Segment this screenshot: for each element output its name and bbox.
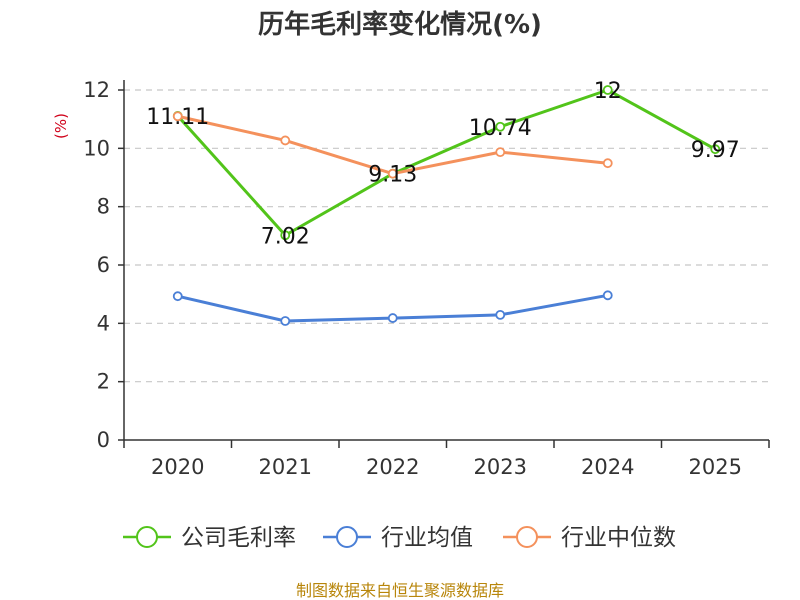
series-line-0 [176, 88, 716, 237]
series-1-point-2023[interactable] [495, 309, 506, 320]
legend-label-1: 行业均值 [381, 525, 473, 551]
data-label-2021: 7.02 [261, 224, 310, 249]
y-axis-ticks: 0 2 4 6 8 10 12 [83, 78, 110, 452]
axes [118, 80, 770, 448]
series-1-point-2022[interactable] [387, 313, 398, 323]
legend-label-0: 公司毛利率 [181, 525, 296, 551]
x-tick-label-2020: 2020 [151, 455, 204, 479]
series-2-point-2023[interactable] [495, 147, 506, 158]
series-0-point-2023[interactable] [495, 121, 506, 132]
legend-item-1[interactable]: 行业均值 [323, 525, 473, 551]
chart-title: 历年毛利率变化情况(%) [258, 9, 542, 40]
series-0-point-2025[interactable] [710, 144, 721, 155]
series-group [172, 85, 721, 326]
legend-item-2[interactable]: 行业中位数 [503, 525, 676, 551]
y-tick-label-4: 4 [97, 311, 110, 335]
series-0-point-2021[interactable] [280, 230, 291, 241]
series-0-point-2024[interactable] [602, 85, 613, 95]
x-tick-label-2022: 2022 [366, 455, 419, 479]
series-2-point-2020[interactable] [172, 111, 183, 122]
legend[interactable]: 公司毛利率 行业均值 行业中位数 [123, 525, 676, 551]
gridlines [124, 89, 769, 383]
y-tick-label-6: 6 [97, 253, 110, 277]
x-tick-label-2021: 2021 [259, 455, 312, 479]
legend-label-2: 行业中位数 [561, 525, 676, 551]
series-2-point-2021[interactable] [280, 135, 291, 146]
legend-marker-0 [136, 526, 158, 548]
data-label-2024: 12 [594, 79, 622, 104]
series-1-point-2024[interactable] [602, 290, 613, 301]
data-label-2022: 9.13 [368, 163, 417, 188]
y-axis-unit-label: (%) [52, 113, 70, 139]
series-1-point-2021[interactable] [280, 316, 291, 326]
legend-marker-2 [516, 526, 538, 548]
data-labels: 11.11 7.02 9.13 10.74 12 9.97 [146, 79, 739, 249]
legend-item-0[interactable]: 公司毛利率 [123, 525, 296, 551]
legend-marker-1 [336, 526, 358, 548]
data-label-2020: 11.11 [146, 105, 209, 130]
y-tick-label-8: 8 [97, 195, 110, 219]
x-tick-label-2024: 2024 [581, 455, 634, 479]
series-2-point-2024[interactable] [602, 158, 613, 169]
x-tick-label-2023: 2023 [474, 455, 527, 479]
series-2-point-2022[interactable] [387, 168, 398, 179]
y-tick-label-10: 10 [83, 136, 110, 160]
y-tick-label-2: 2 [97, 370, 110, 394]
source-note: 制图数据来自恒生聚源数据库 [296, 581, 504, 600]
series-1-point-2020[interactable] [172, 291, 183, 302]
x-axis-ticks: 2020 2021 2022 2023 2024 2025 [151, 455, 742, 479]
y-tick-label-12: 12 [83, 78, 110, 102]
data-label-2025: 9.97 [691, 138, 740, 163]
data-label-2023: 10.74 [469, 116, 532, 141]
y-tick-label-0: 0 [97, 428, 110, 452]
x-tick-label-2025: 2025 [689, 455, 742, 479]
